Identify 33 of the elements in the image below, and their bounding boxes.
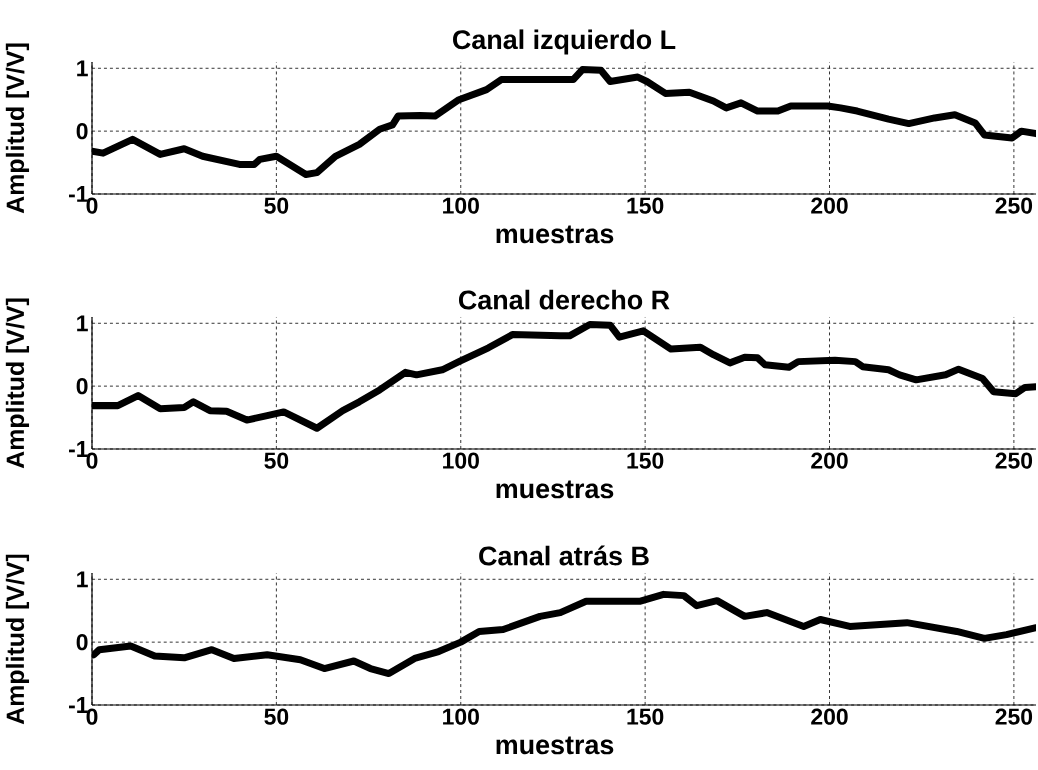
y-tick-label: 0 bbox=[76, 634, 88, 651]
x-tick-label: 150 bbox=[627, 197, 664, 214]
x-tick-label: 200 bbox=[811, 452, 848, 469]
x-tick-label: 200 bbox=[811, 708, 848, 725]
y-axis-title: Amplitud [V/V] bbox=[5, 43, 30, 214]
x-tick-label: 150 bbox=[627, 708, 664, 725]
x-tick-label: 100 bbox=[443, 708, 479, 725]
x-tick-label: 200 bbox=[811, 197, 848, 214]
x-tick-label: 250 bbox=[995, 452, 1033, 469]
x-tick-label: 150 bbox=[627, 452, 664, 469]
y-tick-label: 1 bbox=[77, 315, 88, 332]
x-tick-label: 50 bbox=[264, 708, 289, 725]
x-tick-label: 50 bbox=[264, 452, 289, 469]
y-tick-label: 1 bbox=[77, 60, 88, 77]
y-tick-label: 0 bbox=[76, 123, 88, 140]
y-axis-title: Amplitud [V/V] bbox=[5, 554, 30, 725]
chart-title: Canal derecho R bbox=[458, 289, 670, 310]
y-tick-label: -1 bbox=[69, 441, 88, 457]
y-tick-label: 0 bbox=[76, 378, 88, 395]
x-tick-label: 100 bbox=[443, 197, 479, 214]
y-tick-label: -1 bbox=[69, 186, 88, 202]
y-tick-label: 1 bbox=[77, 571, 88, 588]
y-axis-title: Amplitud [V/V] bbox=[5, 298, 30, 469]
chart-title: Canal izquierdo L bbox=[453, 29, 676, 55]
x-axis-title: muestras bbox=[496, 225, 614, 244]
x-tick-label: 100 bbox=[443, 452, 479, 469]
x-axis-title: muestras bbox=[496, 736, 614, 755]
x-tick-label: 50 bbox=[264, 197, 289, 214]
x-tick-label: 250 bbox=[995, 708, 1033, 725]
x-axis-title: muestras bbox=[496, 480, 614, 499]
chart-title: Canal atrás B bbox=[479, 545, 649, 566]
y-tick-label: -1 bbox=[69, 697, 88, 713]
x-tick-label: 250 bbox=[995, 197, 1033, 214]
